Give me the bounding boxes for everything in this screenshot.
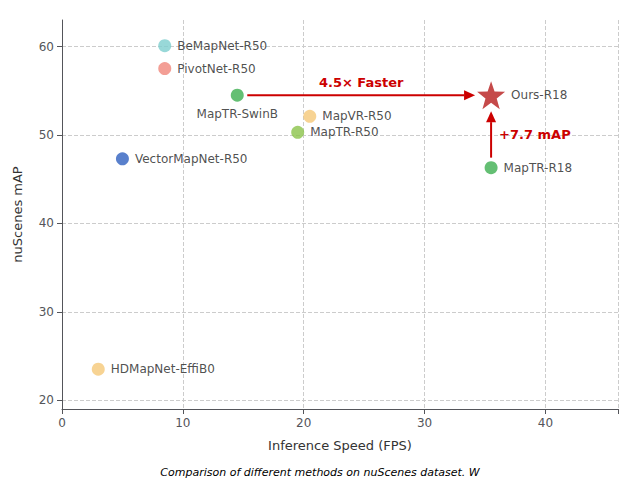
svg-text:BeMapNet-R50: BeMapNet-R50 (177, 39, 267, 53)
svg-text:VectorMapNet-R50: VectorMapNet-R50 (135, 152, 248, 166)
svg-text:+7.7 mAP: +7.7 mAP (499, 127, 571, 142)
svg-text:MapTR-R50: MapTR-R50 (310, 125, 378, 139)
svg-text:MapTR-R18: MapTR-R18 (504, 161, 572, 175)
svg-text:60: 60 (39, 40, 54, 54)
svg-text:4.5× Faster: 4.5× Faster (319, 75, 404, 90)
svg-text:Ours-R18: Ours-R18 (511, 88, 567, 102)
svg-text:40: 40 (538, 416, 553, 430)
svg-text:50: 50 (39, 128, 54, 142)
svg-text:30: 30 (39, 305, 54, 319)
svg-text:10: 10 (175, 416, 190, 430)
svg-text:MapVR-R50: MapVR-R50 (322, 109, 391, 123)
svg-text:20: 20 (39, 393, 54, 407)
svg-text:20: 20 (296, 416, 311, 430)
svg-text:Inference Speed (FPS): Inference Speed (FPS) (268, 438, 412, 453)
svg-text:40: 40 (39, 216, 54, 230)
svg-text:nuScenes mAP: nuScenes mAP (10, 166, 25, 263)
svg-text:30: 30 (417, 416, 432, 430)
svg-text:0: 0 (58, 416, 66, 430)
svg-text:HDMapNet-EffiB0: HDMapNet-EffiB0 (111, 362, 215, 376)
svg-text:Comparison of different method: Comparison of different methods on nuSce… (160, 466, 480, 479)
svg-text:MapTR-SwinB: MapTR-SwinB (197, 107, 278, 121)
svg-text:PivotNet-R50: PivotNet-R50 (177, 62, 255, 76)
